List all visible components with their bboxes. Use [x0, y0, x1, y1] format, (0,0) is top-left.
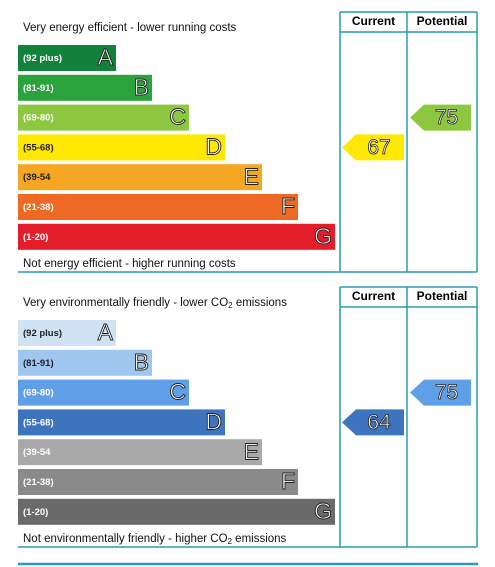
band-range: (55-68): [23, 142, 54, 153]
band-letter: C: [169, 104, 186, 130]
band-range: (81-91): [23, 358, 54, 369]
subscript: 2: [228, 301, 233, 310]
label-part: Not energy efficient - higher running co…: [23, 258, 236, 270]
rating-band: [18, 194, 298, 220]
rating-band: [18, 320, 116, 346]
panel-label: Very energy efficient - lower running co…: [23, 22, 237, 34]
band-letter: D: [205, 408, 222, 434]
band-range: (92 plus): [23, 328, 62, 339]
band-letter: G: [314, 223, 332, 249]
rating-arrow: [342, 409, 404, 436]
band-range: (69-80): [23, 388, 54, 399]
rating-band: [18, 134, 225, 161]
panel-label: Not environmentally friendly - higher CO…: [23, 533, 287, 546]
label-part: emissions: [232, 533, 287, 545]
rating-band: [18, 104, 189, 131]
rating-value: 64: [367, 411, 391, 434]
band-range: (81-91): [23, 83, 54, 94]
band-letter: E: [244, 163, 259, 189]
label-part: Not environmentally friendly - higher CO: [23, 533, 228, 545]
rating-arrow: [410, 104, 471, 131]
band-letter: G: [314, 498, 332, 524]
panel-label: Very environmentally friendly - lower CO…: [23, 297, 287, 310]
label-part: Very energy efficient - lower running co…: [23, 22, 237, 34]
label-part: emissions: [233, 297, 288, 309]
rating-band: [18, 469, 298, 495]
rating-band: [18, 439, 262, 466]
band-letter: E: [244, 438, 259, 464]
band-letter: D: [205, 133, 222, 159]
band-range: (39-54: [23, 172, 51, 183]
band-letter: F: [281, 193, 295, 219]
column-header: Potential: [417, 14, 468, 28]
rating-band: [18, 223, 335, 250]
band-range: (69-80): [23, 113, 54, 124]
band-range: (1-20): [23, 232, 48, 243]
band-range: (1-20): [23, 507, 48, 518]
rating-value: 75: [435, 381, 458, 404]
band-range: (39-54: [23, 447, 51, 458]
band-letter: C: [169, 379, 186, 405]
band-letter: A: [98, 44, 114, 70]
band-range: (92 plus): [23, 53, 62, 64]
band-letter: F: [281, 468, 295, 494]
rating-band: [18, 164, 262, 191]
rating-value: 75: [435, 106, 458, 129]
band-range: (21-38): [23, 477, 54, 488]
column-header: Potential: [417, 289, 468, 303]
rating-value: 67: [367, 136, 390, 159]
rating-band: [18, 498, 335, 525]
band-range: (55-68): [23, 417, 54, 428]
rating-band: [18, 45, 116, 71]
subscript: 2: [228, 537, 233, 546]
column-header: Current: [352, 289, 395, 303]
label-part: Very environmentally friendly - lower CO: [23, 297, 228, 309]
rating-band: [18, 409, 225, 436]
band-letter: B: [134, 349, 149, 375]
rating-band: [18, 74, 152, 101]
panel-label: Not energy efficient - higher running co…: [23, 258, 236, 270]
rating-band: [18, 379, 189, 406]
band-letter: A: [98, 319, 114, 345]
band-letter: B: [134, 74, 149, 100]
column-header: Current: [352, 14, 395, 28]
rating-arrow: [410, 379, 471, 406]
rating-arrow: [342, 134, 404, 161]
rating-band: [18, 349, 152, 376]
band-range: (21-38): [23, 202, 54, 213]
